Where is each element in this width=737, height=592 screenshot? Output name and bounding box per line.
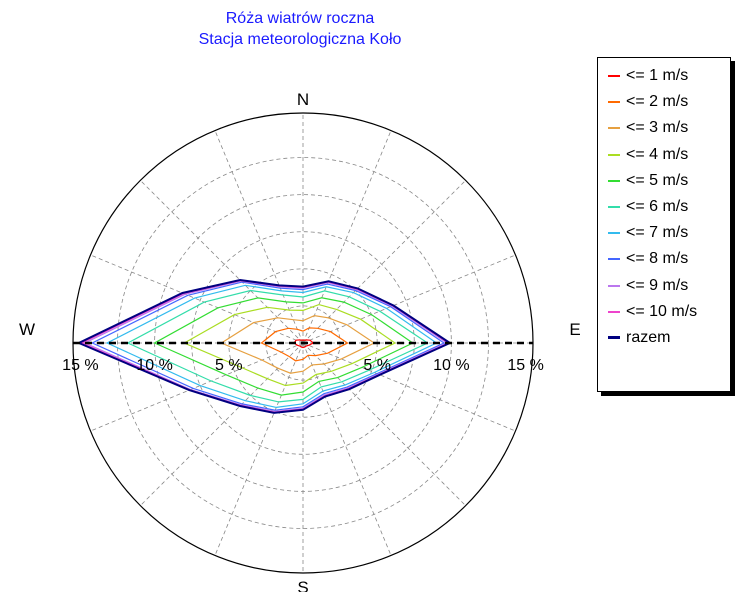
series-line bbox=[182, 303, 397, 387]
grid-spoke bbox=[302, 180, 466, 344]
grid-spoke bbox=[214, 342, 304, 556]
grid-spoke bbox=[214, 130, 304, 344]
grid-spoke bbox=[302, 342, 516, 432]
radial-tick-label: 5 % bbox=[363, 357, 391, 374]
legend-swatch bbox=[608, 284, 620, 287]
series-line bbox=[80, 279, 450, 413]
legend-swatch bbox=[608, 336, 620, 340]
legend-swatch bbox=[608, 101, 620, 104]
series-line bbox=[153, 297, 414, 396]
legend-label: <= 6 m/s bbox=[626, 198, 689, 216]
legend-label: <= 7 m/s bbox=[626, 224, 689, 242]
legend-swatch bbox=[608, 206, 620, 209]
legend-label: <= 3 m/s bbox=[626, 119, 689, 137]
grid-spoke bbox=[140, 342, 304, 506]
legend: <= 1 m/s <= 2 m/s <= 3 m/s <= 4 m/s <= 5 m/s… bbox=[597, 57, 731, 392]
legend-swatch bbox=[608, 127, 620, 130]
legend-item: <= 4 m/s bbox=[598, 142, 730, 168]
legend-swatch bbox=[608, 153, 620, 156]
compass-label-e: E bbox=[569, 320, 580, 339]
grid-spoke bbox=[90, 254, 304, 344]
compass-label-n: N bbox=[297, 90, 309, 109]
radial-tick-label: 15 % bbox=[507, 357, 543, 374]
series-line bbox=[90, 281, 446, 411]
grid-spoke bbox=[302, 342, 466, 506]
series-layer bbox=[76, 278, 452, 414]
legend-label: <= 9 m/s bbox=[626, 276, 689, 294]
legend-swatch bbox=[608, 75, 620, 78]
radial-tick-label: 5 % bbox=[215, 357, 243, 374]
legend-swatch bbox=[608, 179, 620, 182]
compass-label-s: S bbox=[297, 578, 308, 592]
legend-swatch bbox=[608, 258, 620, 261]
chart-title: Róża wiatrów roczna bbox=[225, 10, 375, 27]
legend-item: <= 10 m/s bbox=[598, 299, 730, 325]
legend-label: <= 5 m/s bbox=[626, 171, 689, 189]
legend-item: razem bbox=[598, 325, 730, 351]
radial-tick-label: 15 % bbox=[62, 357, 98, 374]
chart-subtitle: Stacja meteorologiczna Koło bbox=[198, 31, 402, 48]
legend-label: <= 8 m/s bbox=[626, 250, 689, 268]
labels-layer: 5 % 5 % 10 % 10 % 15 % 15 % N E S W bbox=[19, 90, 581, 592]
series-line bbox=[220, 314, 376, 374]
grid-spoke bbox=[90, 342, 304, 432]
grid-spoke bbox=[302, 254, 516, 344]
grid-spoke bbox=[140, 180, 304, 344]
legend-item: <= 3 m/s bbox=[598, 115, 730, 141]
legend-item: <= 2 m/s bbox=[598, 89, 730, 115]
compass-label-w: W bbox=[19, 320, 35, 339]
legend-label: <= 1 m/s bbox=[626, 67, 689, 85]
series-line bbox=[260, 327, 349, 362]
legend-item: <= 8 m/s bbox=[598, 246, 730, 272]
legend-item: <= 5 m/s bbox=[598, 168, 730, 194]
legend-item: <= 9 m/s bbox=[598, 273, 730, 299]
series-line bbox=[293, 339, 315, 349]
legend-label: <= 4 m/s bbox=[626, 145, 689, 163]
radial-tick-label: 10 % bbox=[136, 357, 172, 374]
series-line bbox=[126, 289, 429, 403]
legend-swatch bbox=[608, 232, 620, 235]
legend-item: <= 7 m/s bbox=[598, 220, 730, 246]
series-line bbox=[76, 278, 452, 414]
grid-spoke bbox=[302, 342, 392, 556]
legend-swatch bbox=[608, 310, 620, 313]
legend-label: <= 2 m/s bbox=[626, 93, 689, 111]
legend-item: <= 1 m/s bbox=[598, 63, 730, 89]
radial-tick-label: 10 % bbox=[433, 357, 469, 374]
legend-label: <= 10 m/s bbox=[626, 302, 698, 320]
title-block: Róża wiatrów roczna Stacja meteorologicz… bbox=[100, 8, 500, 50]
series-line bbox=[105, 284, 438, 409]
legend-label: razem bbox=[626, 328, 671, 346]
grid-spoke bbox=[302, 130, 392, 344]
legend-item: <= 6 m/s bbox=[598, 194, 730, 220]
